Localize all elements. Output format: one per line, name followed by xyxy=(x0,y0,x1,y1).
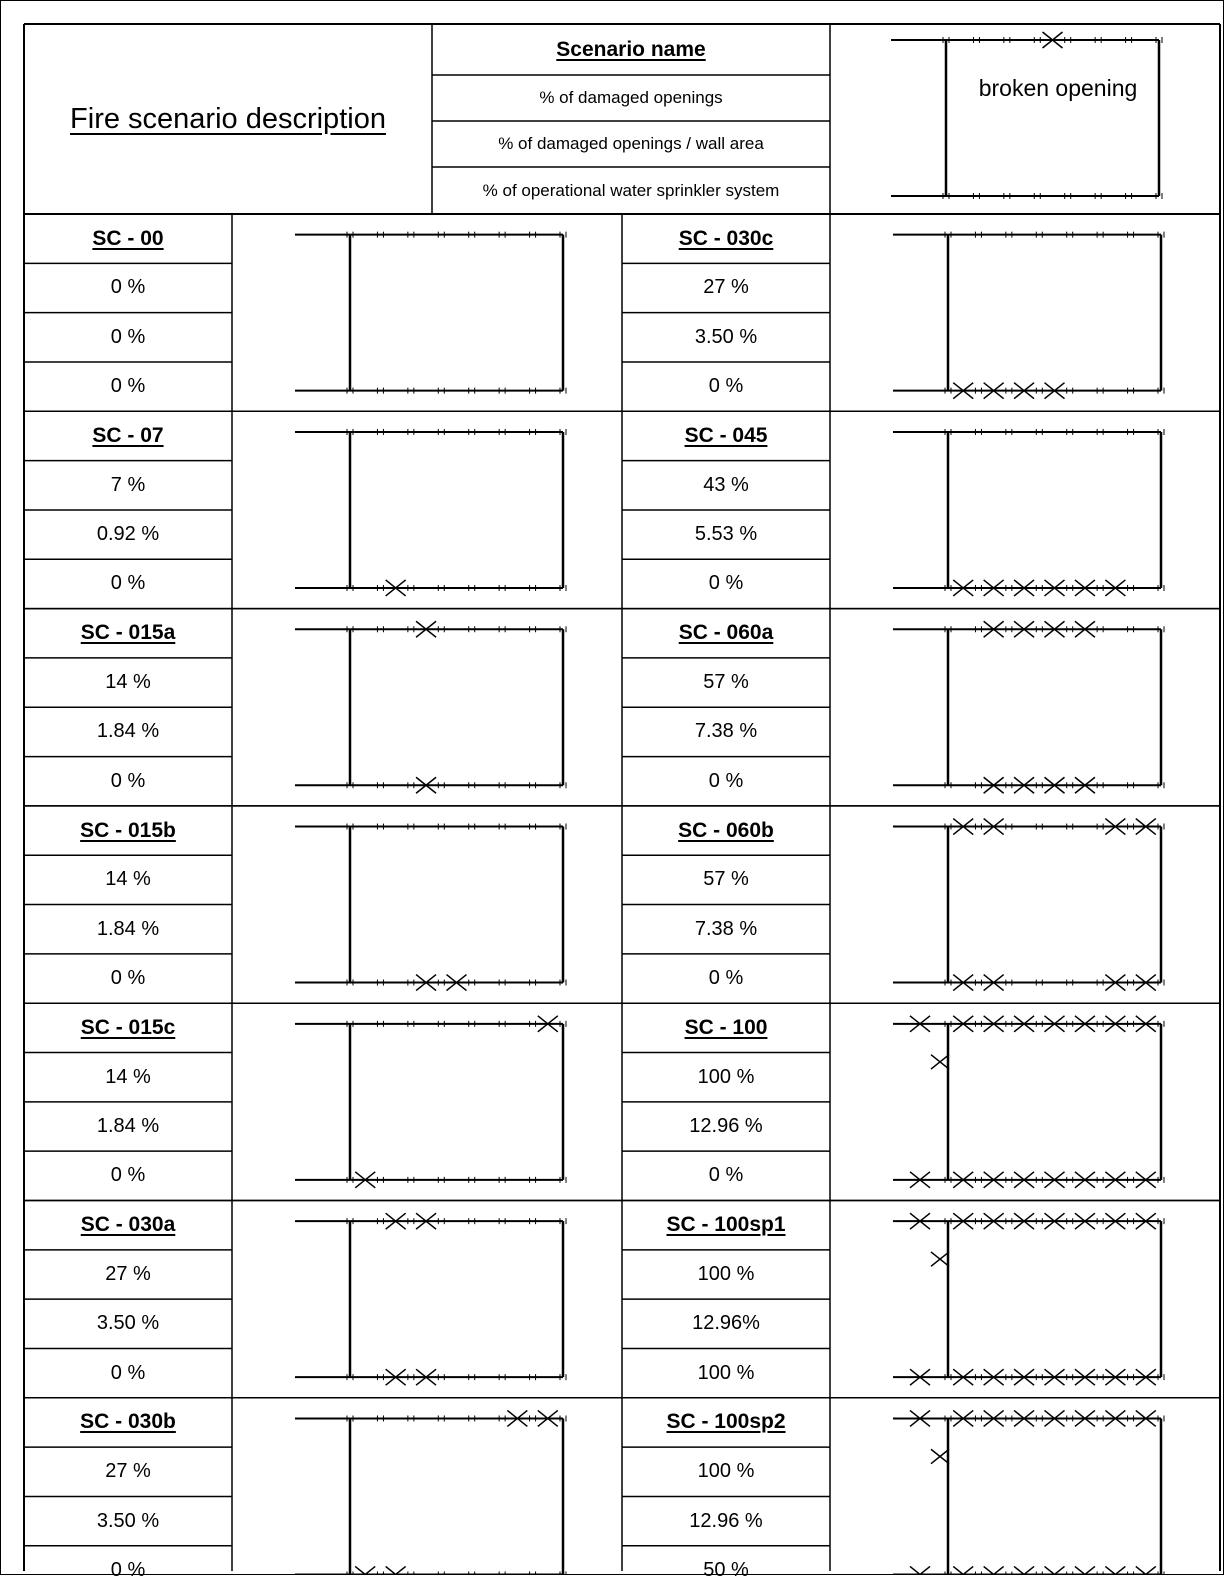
scenario-value-6-1: 3.50 % xyxy=(96,1509,160,1532)
row-label-operational-sprinkler: % of operational water sprinkler system xyxy=(482,180,780,200)
scenario-value-13-1: 12.96 % xyxy=(689,1509,763,1532)
scenario-value-11-0: 100 % xyxy=(697,1065,755,1088)
legend-floor-plan xyxy=(891,31,1163,199)
scenario-value-6-2: 0 % xyxy=(110,1558,146,1581)
scenario-value-5-0: 27 % xyxy=(105,1262,151,1285)
scenario-value-10-0: 57 % xyxy=(703,868,749,891)
scenario-value-9-0: 57 % xyxy=(703,671,749,694)
scenario-value-4-1: 1.84 % xyxy=(96,1115,160,1137)
floor-plan-2 xyxy=(295,620,567,794)
scenario-value-7-1: 3.50 % xyxy=(694,325,758,348)
floor-plan-11 xyxy=(893,1015,1165,1189)
scenario-name-0: SC - 00 xyxy=(92,226,164,250)
row-label-damaged-openings-wall-area: % of damaged openings / wall area xyxy=(498,134,764,153)
row-label-damaged-openings: % of damaged openings xyxy=(539,88,723,107)
scenario-value-11-2: 0 % xyxy=(708,1164,744,1187)
floor-plan-9 xyxy=(893,620,1165,794)
scenario-name-6: SC - 030b xyxy=(80,1410,176,1434)
floor-plan-1 xyxy=(295,428,567,597)
scenario-name-11: SC - 100 xyxy=(684,1015,768,1039)
scenario-value-11-1: 12.96 % xyxy=(689,1115,763,1137)
scenario-value-3-0: 14 % xyxy=(105,868,151,891)
scenario-value-9-1: 7.38 % xyxy=(694,720,758,743)
scenario-value-5-1: 3.50 % xyxy=(96,1312,160,1335)
scenario-value-3-1: 1.84 % xyxy=(96,917,160,940)
scenario-value-12-2: 100 % xyxy=(697,1361,755,1384)
floor-plan-4 xyxy=(295,1015,567,1189)
page-title: Fire scenario description xyxy=(70,102,386,135)
floor-plan-13 xyxy=(893,1409,1165,1575)
scenario-value-5-2: 0 % xyxy=(110,1361,146,1384)
scenario-value-0-1: 0 % xyxy=(110,325,146,348)
scenario-name-10: SC - 060b xyxy=(678,818,774,842)
scenario-value-13-2: 50 % xyxy=(703,1558,749,1581)
scenario-value-8-0: 43 % xyxy=(703,473,749,496)
scenario-value-7-0: 27 % xyxy=(703,276,749,299)
scenario-value-0-0: 0 % xyxy=(110,276,146,299)
scenario-name-3: SC - 015b xyxy=(80,818,176,842)
floor-plan-10 xyxy=(893,817,1165,992)
floor-plan-5 xyxy=(295,1212,567,1386)
scenario-value-3-2: 0 % xyxy=(110,967,146,990)
scenario-name-8: SC - 045 xyxy=(684,423,768,447)
scenario-value-6-0: 27 % xyxy=(105,1460,151,1483)
scenario-name-2: SC - 015a xyxy=(80,621,176,645)
scenario-name-12: SC - 100sp1 xyxy=(666,1213,786,1237)
scenario-value-13-0: 100 % xyxy=(697,1460,755,1483)
scenario-value-2-0: 14 % xyxy=(105,671,151,694)
scenario-name-4: SC - 015c xyxy=(80,1015,176,1039)
scenario-value-8-1: 5.53 % xyxy=(694,523,758,546)
scenario-value-2-1: 1.84 % xyxy=(96,720,160,743)
floor-plan-6 xyxy=(295,1409,567,1575)
floor-plan-3 xyxy=(295,823,567,992)
scenario-name-7: SC - 030c xyxy=(678,226,774,250)
scenario-value-4-2: 0 % xyxy=(110,1164,146,1187)
scenario-name-5: SC - 030a xyxy=(80,1213,176,1237)
scenario-value-2-2: 0 % xyxy=(110,769,146,792)
scenario-name-13: SC - 100sp2 xyxy=(666,1410,786,1434)
scenario-value-10-2: 0 % xyxy=(708,967,744,990)
floor-plan-0 xyxy=(295,231,567,394)
scenario-value-12-0: 100 % xyxy=(697,1262,755,1285)
floor-plan-7 xyxy=(893,231,1165,400)
scenario-value-1-1: 0.92 % xyxy=(96,523,160,546)
scenario-value-8-2: 0 % xyxy=(708,572,744,595)
scenario-value-1-0: 7 % xyxy=(110,473,146,496)
scenario-value-10-1: 7.38 % xyxy=(694,917,758,940)
scenario-name-9: SC - 060a xyxy=(678,621,774,645)
scenario-value-1-2: 0 % xyxy=(110,572,146,595)
scenario-value-9-2: 0 % xyxy=(708,769,744,792)
legend-label: broken opening xyxy=(978,74,1138,101)
scenario-name-1: SC - 07 xyxy=(92,423,164,447)
floor-plan-12 xyxy=(893,1212,1165,1386)
scenario-value-4-0: 14 % xyxy=(105,1065,151,1088)
scenario-name-label: Scenario name xyxy=(556,37,706,61)
scenario-value-12-1: 12.96% xyxy=(692,1312,760,1335)
scenario-value-7-2: 0 % xyxy=(708,375,744,398)
scenario-value-0-2: 0 % xyxy=(110,375,146,398)
floor-plan-8 xyxy=(893,428,1165,597)
